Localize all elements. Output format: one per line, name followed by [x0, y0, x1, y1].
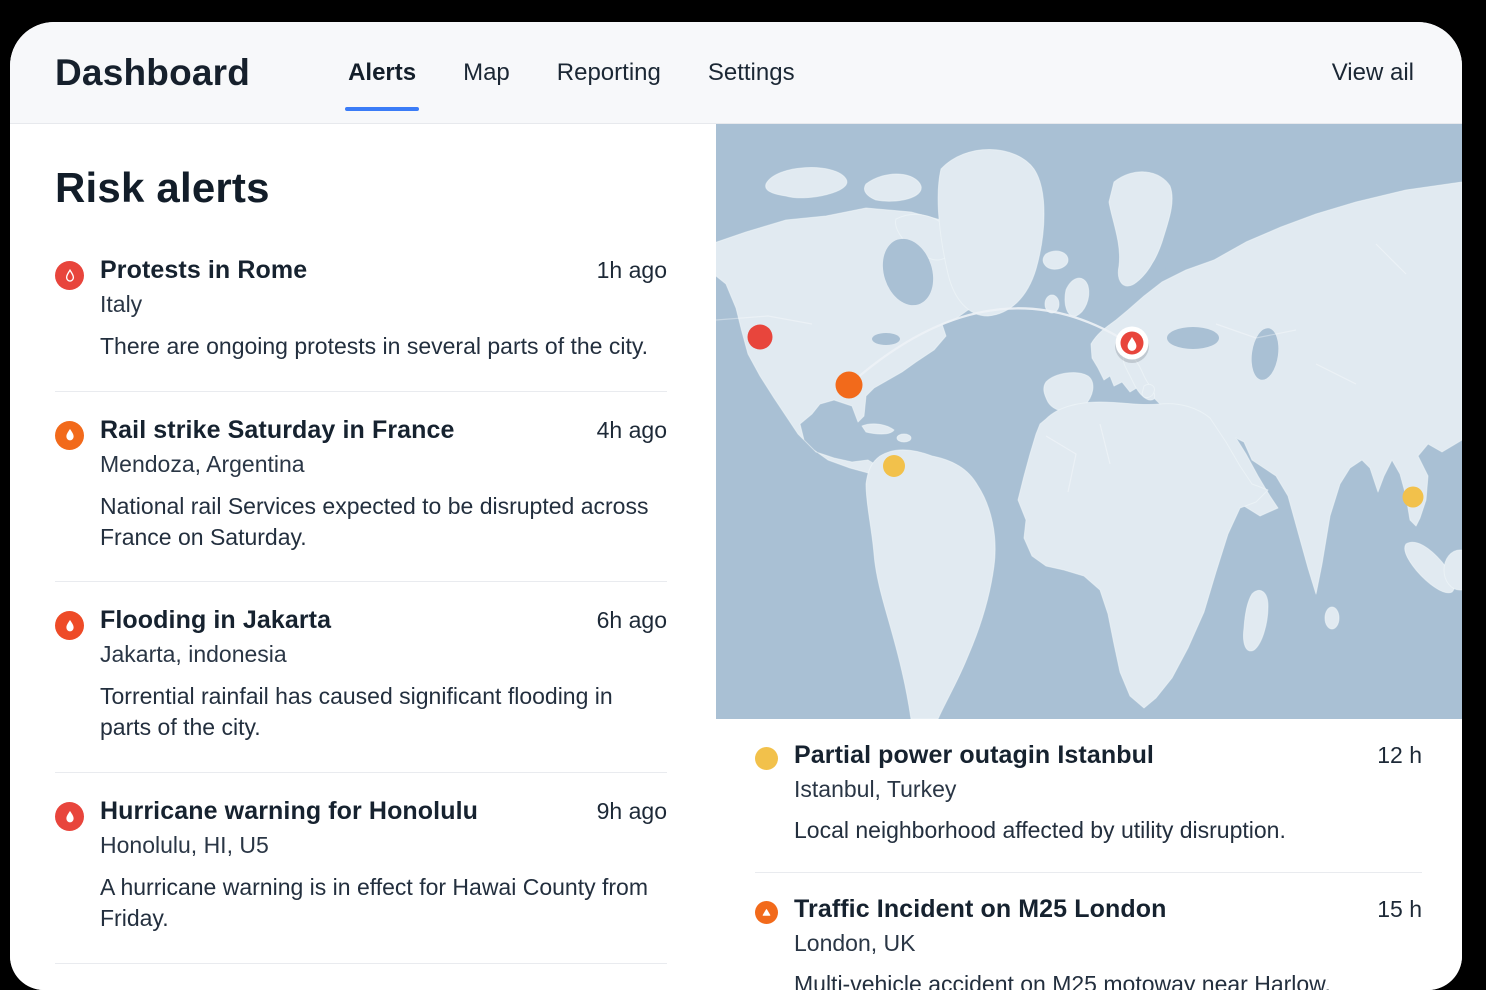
alert-timestamp: 4h ago [596, 416, 667, 443]
alert-item-hurricane-honolulu[interactable]: Hurricane warning for Honolulu 9h ago Ho… [55, 773, 667, 964]
alert-title: Rail strike Saturday in France [100, 415, 455, 444]
marker-southeast-asia[interactable] [1402, 486, 1424, 508]
tab-reporting[interactable]: Reporting [556, 58, 661, 86]
top-nav-bar: Dashboard Alerts Map Reporting Settings … [10, 22, 1462, 124]
alert-severity-icon [55, 420, 84, 450]
marker-northwest-us[interactable] [747, 324, 773, 350]
alert-timestamp: 15 h [1377, 895, 1422, 922]
tab-map[interactable]: Map [463, 58, 510, 86]
alert-title: Partial power outage in Istanbul [100, 988, 481, 990]
alert-item-flooding-jakarta[interactable]: Flooding in Jakarta 6h ago Jakarta, indo… [55, 582, 667, 774]
alert-location: Honolulu, HI, U5 [100, 832, 269, 859]
alert-description: A hurricane warning is in effect for Haw… [100, 874, 648, 931]
view-all-link[interactable]: View ail [1331, 58, 1414, 86]
panel-heading: Risk alerts [55, 164, 270, 211]
alert-location: Mendoza, Argentina [100, 450, 305, 477]
dashboard-window: Dashboard Alerts Map Reporting Settings … [10, 22, 1462, 990]
route-arc [848, 307, 1131, 386]
alert-severity-icon [755, 900, 778, 924]
alert-severity-icon [55, 611, 84, 641]
marker-southeast-us[interactable] [835, 371, 863, 399]
alert-location: Jakarta, indonesia [100, 641, 287, 668]
alert-item-traffic-m25-london[interactable]: Traffic Incident on M25 London 15 h Lond… [755, 873, 1422, 990]
alert-description: Multi-vehicle accident on M25 motoway ne… [794, 970, 1331, 990]
risk-alerts-panel: Risk alerts Protests in Rome 1h ago Ital… [10, 124, 716, 990]
alert-title: Hurricane warning for Honolulu [100, 797, 479, 826]
alert-location: Istanbul, Turkey [794, 776, 957, 802]
alert-title: Flooding in Jakarta [100, 606, 332, 635]
map-borders [716, 243, 1407, 493]
alert-item-rail-strike[interactable]: Rail strike Saturday in France 4h ago Me… [55, 392, 667, 583]
alert-location: London, UK [794, 929, 916, 956]
alert-timestamp: 9h ago [596, 798, 667, 825]
alert-timestamp: 12 h [1377, 742, 1422, 768]
alert-description: National rail Services expected to be di… [100, 492, 649, 550]
alert-timestamp: 6h ago [596, 607, 667, 634]
nav-tabs: Alerts Map Reporting Settings [345, 58, 795, 111]
alert-description: There are ongoing protests in several pa… [100, 333, 649, 359]
app-title: Dashboard [55, 51, 251, 93]
alert-item-power-outage-istanbul[interactable]: Partial power outage in Istanbul 12 h Ao… [55, 964, 667, 990]
alert-severity-icon [55, 261, 84, 290]
tab-settings[interactable]: Settings [707, 58, 795, 86]
alert-title: Partial power outagin Istanbul [794, 741, 1154, 769]
alert-timestamp: 12 h Ao [589, 989, 667, 990]
world-map[interactable] [716, 124, 1462, 719]
map-alerts-list[interactable]: Partial power outagin Istanbul 12 h Ista… [716, 719, 1462, 990]
alert-timestamp: 1h ago [596, 257, 667, 283]
world-map-svg [716, 124, 1462, 719]
map-inland-seas [872, 238, 1279, 380]
marker-europe-selected[interactable] [1115, 326, 1149, 364]
risk-alerts-list[interactable]: Protests in Rome 1h ago Italy There are … [55, 232, 667, 990]
marker-south-america[interactable] [883, 455, 905, 477]
alert-title: Protests in Rome [100, 256, 308, 284]
alert-item-power-outage-istanbul-map[interactable]: Partial power outagin Istanbul 12 h Ista… [755, 719, 1422, 873]
alert-description: Torrential rainfail has caused significa… [100, 683, 613, 741]
alert-item-protests-rome[interactable]: Protests in Rome 1h ago Italy There are … [55, 232, 667, 392]
alert-description: Local neighborhood affected by utility d… [794, 817, 1286, 843]
alert-severity-icon [55, 802, 84, 832]
alert-severity-icon [755, 747, 778, 770]
alert-title: Traffic Incident on M25 London [794, 894, 1167, 923]
map-marker-layer [747, 324, 1424, 508]
alert-location: Italy [100, 291, 143, 317]
tab-alerts[interactable]: Alerts [345, 58, 420, 111]
